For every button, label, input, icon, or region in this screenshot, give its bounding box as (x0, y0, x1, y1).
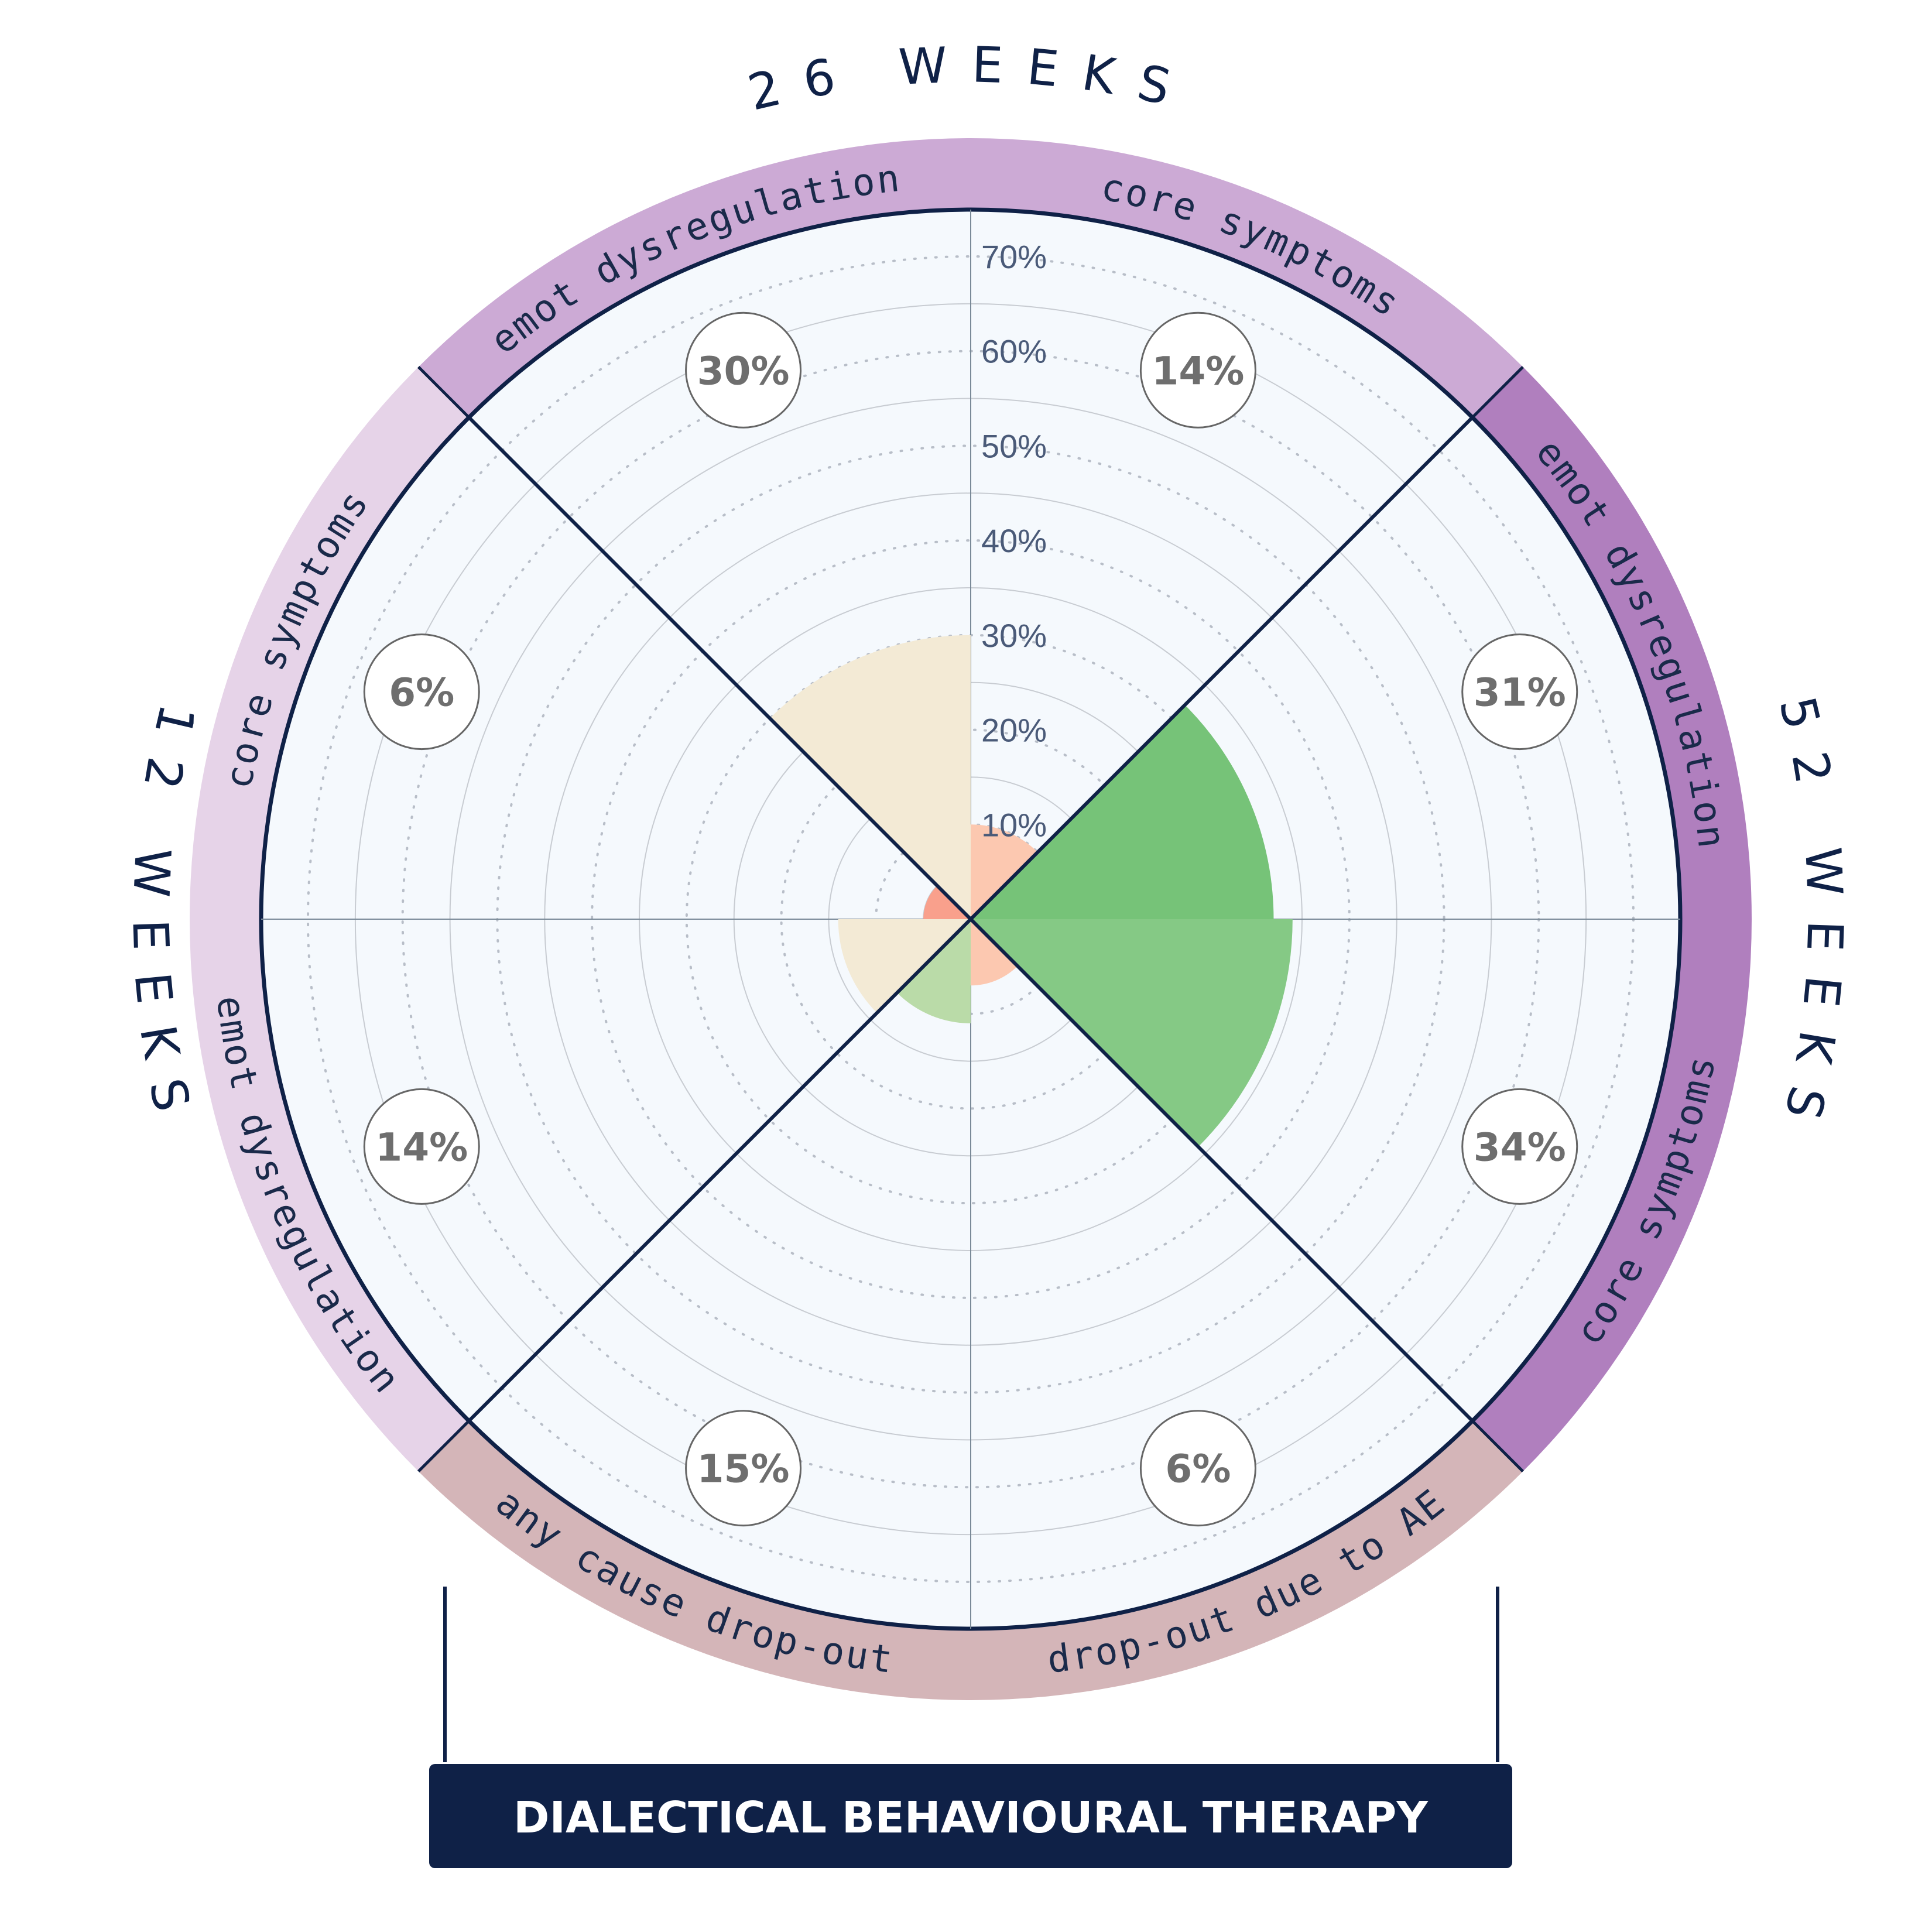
sector-bar (971, 919, 1293, 1147)
badge-circle (1139, 311, 1256, 429)
ring-separator (1471, 365, 1525, 419)
badge-circle (685, 311, 802, 429)
sector-bar (769, 635, 971, 919)
ring-separator (1471, 1420, 1525, 1473)
value-badge: 14% (363, 1088, 480, 1205)
value-badge: 30% (685, 311, 802, 429)
sector-bar (923, 885, 971, 919)
badge-label: 6% (389, 670, 454, 715)
ring-separator (417, 365, 470, 419)
badge-circle (363, 1088, 480, 1205)
badge-label: 34% (1474, 1125, 1566, 1170)
badge-label: 6% (1165, 1447, 1231, 1492)
footer: DIALECTICAL BEHAVIOURAL THERAPY (429, 1587, 1512, 1868)
tick-label: 60% (981, 333, 1047, 370)
badge-circle (1461, 633, 1578, 751)
footer-title: DIALECTICAL BEHAVIOURAL THERAPY (513, 1793, 1429, 1843)
tick-label: 40% (981, 522, 1047, 559)
sector-bar (971, 919, 1018, 986)
period-label: 52 WEEKS (1768, 691, 1854, 1147)
tick-label: 10% (981, 806, 1047, 843)
value-badge: 31% (1461, 633, 1578, 751)
tick-label: 70% (981, 238, 1047, 275)
badge-circle (685, 1410, 802, 1527)
sector-divider (467, 416, 1474, 1423)
outer-ring (189, 138, 1752, 1701)
badge-label: 31% (1474, 670, 1566, 715)
sector-bar (971, 824, 1038, 919)
footer-banner (429, 1764, 1512, 1868)
badge-circle (1461, 1088, 1578, 1205)
value-badge: 14% (1139, 311, 1256, 429)
period-label: 26 WEEKS (743, 36, 1199, 122)
sector-bar (971, 705, 1274, 919)
tick-label: 50% (981, 427, 1047, 464)
badge-circle (363, 633, 480, 751)
ring-separator (417, 1420, 470, 1473)
radial-ticks: 10% 20% 30% 40% 50% 60% 70% (981, 238, 1047, 843)
value-badge: 34% (1461, 1088, 1578, 1205)
value-badges: 14% 31% 34% 6% 15% 14% 6% 30% (363, 311, 1578, 1527)
ring-segment (418, 138, 1523, 417)
data-sectors (769, 635, 1293, 1147)
sector-dividers (467, 416, 1474, 1423)
badge-label: 30% (697, 348, 790, 393)
value-badge: 6% (1139, 1410, 1256, 1527)
sector-bar (897, 919, 971, 1023)
value-badge: 6% (363, 633, 480, 751)
badge-circle (1139, 1410, 1256, 1527)
badge-label: 14% (375, 1125, 468, 1170)
value-badge: 15% (685, 1410, 802, 1527)
ring-segment (418, 1421, 1523, 1701)
ring-segment (1472, 366, 1752, 1472)
badge-label: 15% (697, 1447, 790, 1492)
tick-label: 30% (981, 617, 1047, 654)
ring-segment (189, 366, 469, 1472)
badge-label: 14% (1152, 348, 1244, 393)
tick-label: 20% (981, 712, 1047, 749)
sector-bar (838, 919, 971, 1013)
